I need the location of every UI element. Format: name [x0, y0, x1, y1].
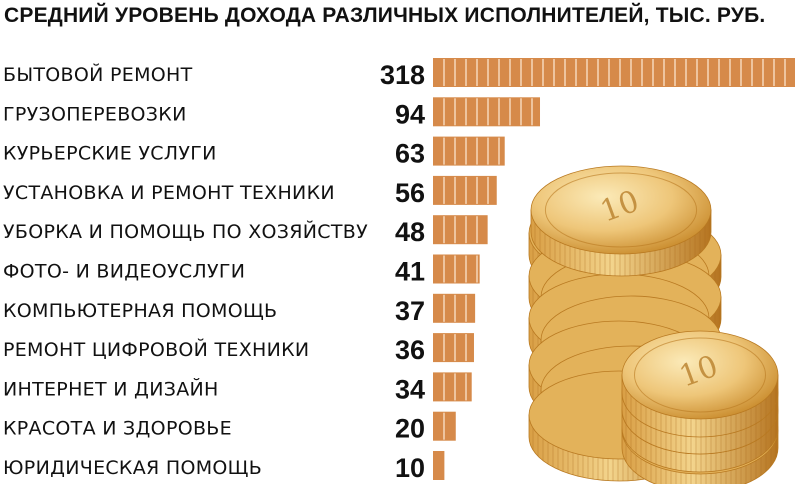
category-label: ГРУЗОПЕРЕВОЗКИ [3, 103, 187, 125]
bar [433, 136, 505, 166]
bar [433, 451, 445, 480]
bar [433, 254, 480, 284]
bar [433, 58, 795, 87]
category-label: КОМПЬЮТЕРНАЯ ПОМОЩЬ [3, 300, 277, 322]
value-label: 20 [395, 414, 425, 444]
category-label: УБОРКА И ПОМОЩЬ ПО ХОЗЯЙСТВУ [3, 220, 368, 243]
category-label: ИНТЕРНЕТ И ДИЗАЙН [3, 377, 219, 400]
category-label: УСТАНОВКА И РЕМОНТ ТЕХНИКИ [3, 182, 335, 204]
value-label: 41 [395, 257, 425, 287]
bar [433, 293, 476, 323]
value-label: 48 [395, 217, 425, 247]
bar [433, 175, 497, 205]
category-label: РЕМОНТ ЦИФРОВОЙ ТЕХНИКИ [3, 338, 309, 361]
chart-title: СРЕДНИЙ УРОВЕНЬ ДОХОДА РАЗЛИЧНЫХ ИСПОЛНИ… [4, 4, 766, 27]
value-label: 94 [395, 99, 425, 129]
bar [433, 372, 472, 402]
bar [433, 333, 474, 363]
value-label: 36 [395, 335, 425, 365]
category-label: БЫТОВОЙ РЕМОНТ [3, 63, 193, 86]
category-label: ЮРИДИЧЕСКАЯ ПОМОЩЬ [3, 457, 262, 479]
category-label: ФОТО- И ВИДЕОУСЛУГИ [3, 261, 245, 283]
category-label: КУРЬЕРСКИЕ УСЛУГИ [3, 143, 217, 165]
value-label: 10 [395, 453, 425, 483]
value-label: 37 [395, 296, 425, 326]
value-label: 318 [380, 60, 425, 90]
value-label: 63 [395, 139, 425, 169]
bar [433, 215, 488, 245]
value-label: 56 [395, 178, 425, 208]
value-label: 34 [395, 374, 425, 404]
bar [433, 411, 456, 441]
category-label: КРАСОТА И ЗДОРОВЬЕ [3, 418, 232, 440]
bar [433, 97, 541, 127]
